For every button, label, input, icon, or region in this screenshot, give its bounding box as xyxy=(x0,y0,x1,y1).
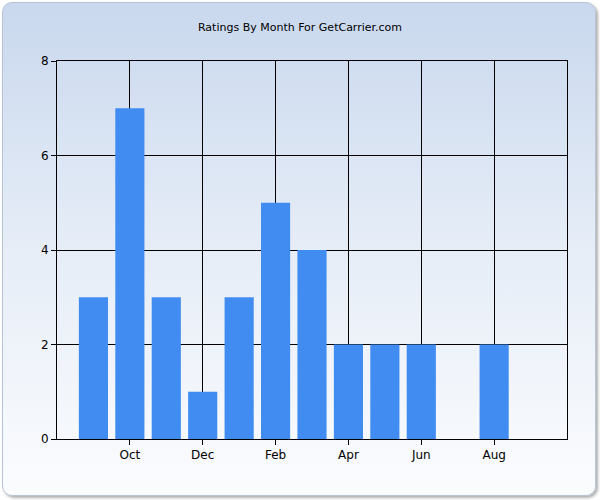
svg-text:Feb: Feb xyxy=(265,448,286,462)
svg-text:Dec: Dec xyxy=(191,448,214,462)
svg-text:6: 6 xyxy=(41,149,49,163)
svg-text:0: 0 xyxy=(41,432,49,446)
svg-text:Apr: Apr xyxy=(338,448,359,462)
svg-text:8: 8 xyxy=(41,54,49,68)
svg-text:2: 2 xyxy=(41,338,49,352)
svg-text:Ratings By Month For GetCarrie: Ratings By Month For GetCarrier.com xyxy=(198,21,402,34)
svg-text:Oct: Oct xyxy=(119,448,140,462)
svg-text:4: 4 xyxy=(41,243,49,257)
svg-text:Aug: Aug xyxy=(482,448,505,462)
svg-text:Jun: Jun xyxy=(411,448,431,462)
